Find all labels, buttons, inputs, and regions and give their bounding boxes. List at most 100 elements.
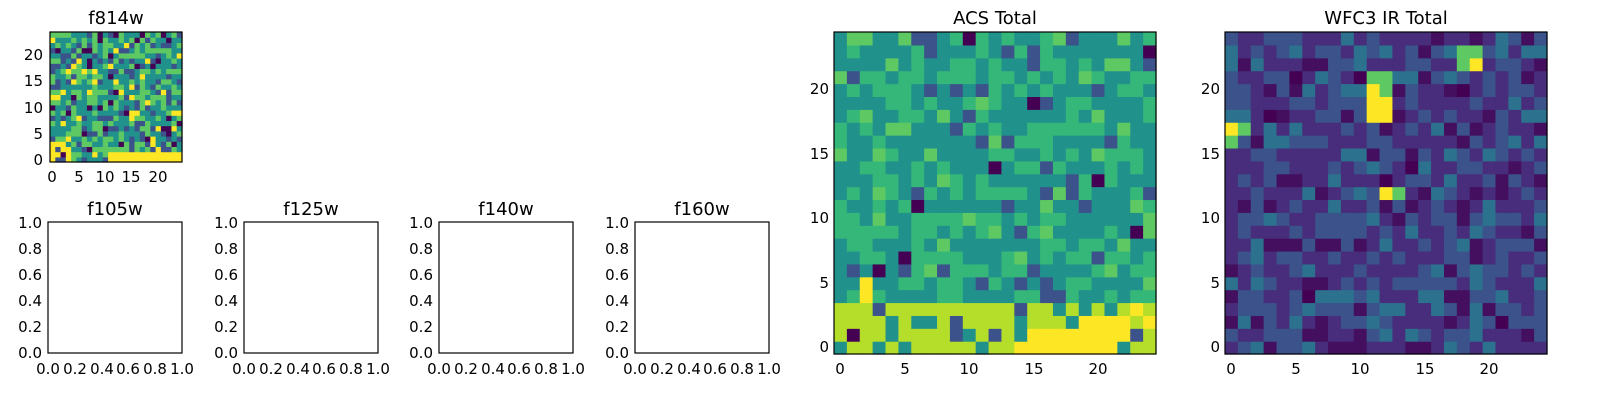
- heatmap-pixel: [176, 146, 183, 153]
- heatmap-pixel: [1456, 263, 1471, 278]
- heatmap-pixel: [108, 146, 114, 153]
- heatmap-pixel: [176, 120, 183, 127]
- heatmap-pixel: [1225, 341, 1239, 355]
- heatmap-pixel: [150, 63, 157, 69]
- heatmap-pixel: [50, 141, 56, 147]
- heatmap-pixel: [1027, 160, 1041, 175]
- heatmap-pixel: [1315, 225, 1329, 239]
- heatmap-pixel: [1263, 96, 1278, 110]
- heatmap-pixel: [160, 32, 167, 38]
- heatmap-pixel: [924, 70, 938, 85]
- heatmap-pixel: [1014, 173, 1028, 188]
- heatmap-pixel: [1117, 96, 1131, 110]
- x-tick-label: 0.4: [90, 360, 114, 378]
- heatmap-pixel: [1143, 70, 1157, 85]
- heatmap-pixel: [71, 104, 77, 111]
- heatmap-pixel: [1117, 263, 1131, 278]
- y-tick-label: 0.4: [214, 292, 238, 310]
- heatmap-pixel: [1431, 96, 1445, 110]
- x-tick-label: 0.0: [36, 360, 60, 378]
- heatmap-pixel: [81, 156, 88, 163]
- heatmap-pixel: [1392, 57, 1406, 72]
- heatmap-pixel: [1495, 173, 1509, 188]
- y-tick-label: 15: [24, 72, 43, 90]
- heatmap-pixel: [872, 302, 887, 316]
- heatmap-pixel: [988, 250, 1003, 265]
- y-tick-label: 5: [33, 125, 43, 143]
- heatmap-pixel: [885, 135, 899, 149]
- heatmap-pixel: [1289, 57, 1303, 72]
- x-tick-labels: 0.0 0.2 0.4 0.6 0.8 1.0: [623, 360, 781, 378]
- heatmap-pixel: [113, 32, 120, 38]
- heatmap-pixel: [129, 89, 136, 95]
- heatmap-pixel: [988, 57, 1003, 72]
- heatmap-pixel: [834, 83, 848, 97]
- heatmap-pixel: [134, 58, 141, 64]
- heatmap-pixel: [1014, 122, 1028, 136]
- heatmap-pixel: [86, 47, 93, 54]
- heatmap-pixel: [1263, 186, 1278, 201]
- heatmap-pixel: [1027, 212, 1041, 226]
- heatmap-pixel: [65, 151, 72, 158]
- heatmap-pixel: [1534, 173, 1548, 188]
- heatmap-pixel: [1078, 302, 1093, 316]
- heatmap-pixel: [975, 109, 990, 123]
- heatmap-pixel: [1001, 276, 1015, 291]
- heatmap-pixel: [1091, 199, 1106, 213]
- heatmap-pixel: [1289, 341, 1303, 355]
- heatmap-pixel: [1078, 276, 1093, 291]
- heatmap-pixel: [1405, 122, 1419, 136]
- heatmap-pixel: [1001, 328, 1015, 342]
- heatmap-pixel: [76, 94, 83, 101]
- heatmap-pixel: [123, 73, 130, 80]
- heatmap-pixel: [1027, 263, 1041, 278]
- heatmap-pixel: [123, 78, 130, 85]
- heatmap-pixel: [975, 276, 990, 291]
- heatmap-pixel: [1263, 315, 1278, 329]
- heatmap-pixel: [1091, 96, 1106, 110]
- heatmap-pixel: [962, 328, 977, 342]
- heatmap-pixel: [86, 110, 93, 116]
- heatmap-pixel: [924, 122, 938, 136]
- heatmap-pixel: [97, 78, 104, 85]
- heatmap-pixel: [1237, 212, 1252, 226]
- heatmap-pixel: [81, 99, 88, 106]
- heatmap-pixel: [962, 250, 977, 265]
- heatmap-pixel: [1521, 225, 1535, 239]
- heatmap-pixel: [1443, 263, 1458, 278]
- axes-frame: [833, 31, 1157, 355]
- heatmap-pixel: [1014, 302, 1028, 316]
- heatmap-pixel: [1508, 135, 1522, 149]
- heatmap-pixel: [1405, 57, 1419, 72]
- heatmap-pixel: [160, 99, 167, 106]
- heatmap-pixel: [1276, 44, 1290, 59]
- heatmap-pixel: [1443, 302, 1458, 316]
- heatmap-pixel: [1366, 147, 1381, 162]
- heatmap-pixel: [1091, 32, 1106, 46]
- heatmap-pixel: [1469, 83, 1484, 97]
- heatmap-pixel: [911, 225, 925, 239]
- heatmap-pixel: [1521, 173, 1535, 188]
- heatmap-pixel: [924, 96, 938, 110]
- heatmap-pixel: [118, 78, 125, 85]
- heatmap-pixel: [1534, 44, 1548, 59]
- heatmap-pixel: [885, 70, 899, 85]
- heatmap-pixel: [50, 120, 56, 127]
- heatmap-pixel: [1027, 57, 1041, 72]
- heatmap-pixel: [1482, 186, 1497, 201]
- heatmap-pixel: [71, 32, 77, 38]
- heatmap-pixel: [1091, 250, 1106, 265]
- heatmap-pixel: [1078, 263, 1093, 278]
- heatmap-pixel: [150, 73, 157, 80]
- heatmap-pixel: [1237, 315, 1252, 329]
- heatmap-pixel: [1392, 263, 1406, 278]
- heatmap-pixel: [1366, 212, 1381, 226]
- heatmap-pixel: [65, 136, 72, 142]
- heatmap-pixel: [1302, 315, 1316, 329]
- heatmap-pixel: [1418, 341, 1432, 355]
- heatmap-pixel: [102, 52, 109, 59]
- heatmap-pixel: [1130, 250, 1144, 265]
- heatmap-pixel: [1482, 289, 1497, 304]
- heatmap-pixel: [1366, 315, 1381, 329]
- heatmap-pixel: [113, 63, 120, 69]
